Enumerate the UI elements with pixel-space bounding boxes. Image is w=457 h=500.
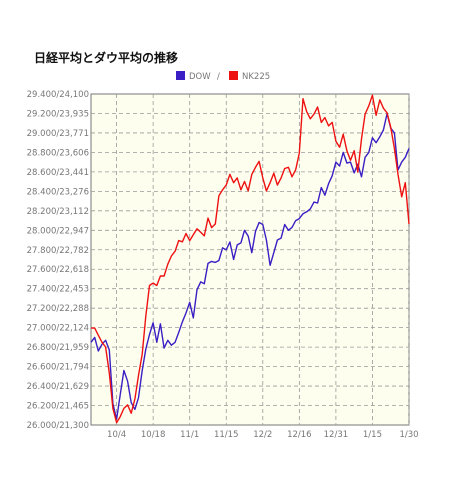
y-axis-ticks: 29.400/24,100 29.200/23,935 29.000/23,771 2… xyxy=(27,90,89,431)
y-tick-label: 26.200/21,465 xyxy=(27,402,89,412)
legend-label-nk225: NK225 xyxy=(242,72,270,82)
y-tick-label: 27.200/22,288 xyxy=(27,304,89,314)
y-tick-label: 27.800/22,782 xyxy=(27,246,89,256)
x-tick-label: 12/16 xyxy=(287,430,312,440)
y-tick-label: 26.400/21,629 xyxy=(27,382,89,392)
y-tick-label: 28.200/23,112 xyxy=(27,207,89,217)
y-tick-label: 29.400/24,100 xyxy=(27,90,89,100)
y-tick-label: 26.000/21,300 xyxy=(27,421,89,431)
series-lines xyxy=(90,94,410,424)
plot-area xyxy=(90,93,410,426)
x-tick-label: 10/4 xyxy=(107,430,126,440)
y-tick-label: 27.000/22,124 xyxy=(27,324,89,334)
legend-label-dow: DOW xyxy=(189,72,211,82)
y-tick-label: 26.800/21,959 xyxy=(27,343,89,353)
y-tick-label: 28.800/23,606 xyxy=(27,148,89,158)
y-tick-label: 27.600/22,618 xyxy=(27,265,89,275)
x-tick-label: 10/18 xyxy=(141,430,166,440)
x-tick-label: 1/15 xyxy=(363,430,382,440)
x-tick-label: 11/1 xyxy=(180,430,199,440)
x-tick-label: 12/2 xyxy=(253,430,272,440)
legend-swatch-nk225 xyxy=(229,71,238,80)
y-tick-label: 29.200/23,935 xyxy=(27,109,89,119)
chart-title: 日経平均とダウ平均の推移 xyxy=(34,51,179,65)
y-tick-label: 28.400/23,276 xyxy=(27,187,89,197)
y-tick-label: 28.000/22,947 xyxy=(27,226,89,236)
x-tick-label: 1/30 xyxy=(399,430,418,440)
y-gridlines xyxy=(91,113,409,406)
y-tick-label: 29.000/23,771 xyxy=(27,129,89,139)
x-axis-ticks: 10/4 10/18 11/1 11/15 12/2 12/16 12/31 1/15 1/30 xyxy=(107,430,419,440)
legend-swatch-dow xyxy=(176,71,185,80)
x-tick-label: 11/15 xyxy=(214,430,239,440)
x-gridlines xyxy=(116,94,410,425)
series-line-nk225 xyxy=(91,94,410,424)
legend-separator: / xyxy=(217,72,220,82)
legend: DOW / NK225 xyxy=(176,71,270,82)
y-tick-label: 27.400/22,453 xyxy=(27,285,89,295)
y-tick-label: 28.600/23,441 xyxy=(27,168,89,178)
x-tick-label: 12/31 xyxy=(324,430,349,440)
series-line-dow xyxy=(90,112,410,420)
y-tick-label: 26.600/21,794 xyxy=(27,363,89,373)
